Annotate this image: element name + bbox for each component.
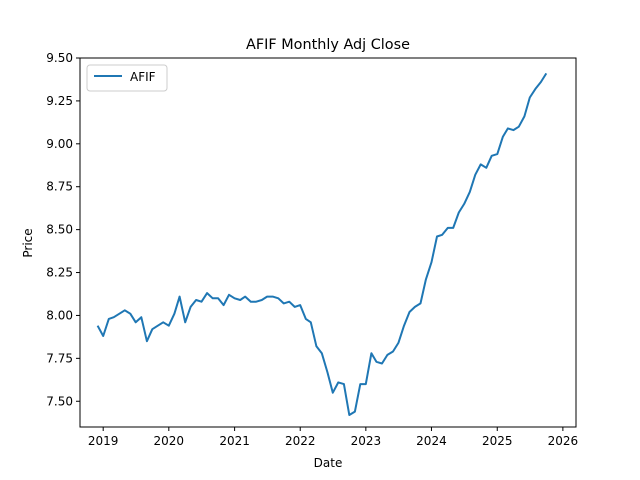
- y-axis-ticks: 7.50 7.75 8.00 8.25 8.50 8.75 9.00 9.25 9.50: [46, 51, 80, 408]
- x-tick-label: 2019: [88, 434, 119, 448]
- y-tick-label: 9.00: [46, 137, 73, 151]
- y-tick-label: 7.50: [46, 394, 73, 408]
- plot-area-frame: [79, 57, 577, 428]
- x-tick-label: 2020: [154, 434, 185, 448]
- y-tick-label: 8.25: [46, 266, 73, 280]
- x-axis-ticks: 2019 2020 2021 2022 2023 2024 2025 2026: [88, 427, 578, 448]
- y-tick-label: 8.75: [46, 180, 73, 194]
- legend: AFIF: [86, 64, 168, 92]
- plot-lines: [96, 72, 548, 416]
- legend-box: [86, 64, 168, 92]
- y-tick-label: 8.50: [46, 223, 73, 237]
- x-tick-label: 2025: [482, 434, 513, 448]
- y-tick-label: 9.25: [46, 94, 73, 108]
- y-axis-title: Price: [21, 228, 35, 257]
- y-tick-label: 9.50: [46, 51, 73, 65]
- x-tick-label: 2024: [416, 434, 447, 448]
- chart-title: AFIF Monthly Adj Close: [246, 37, 410, 53]
- legend-label-afif: AFIF: [130, 70, 156, 84]
- x-tick-label: 2022: [285, 434, 316, 448]
- series-line-afif: [96, 72, 548, 416]
- y-tick-label: 7.75: [46, 351, 73, 365]
- x-tick-label: 2023: [351, 434, 382, 448]
- y-tick-label: 8.00: [46, 308, 73, 322]
- x-tick-label: 2026: [548, 434, 579, 448]
- x-axis-title: Date: [314, 456, 343, 470]
- x-tick-label: 2021: [219, 434, 250, 448]
